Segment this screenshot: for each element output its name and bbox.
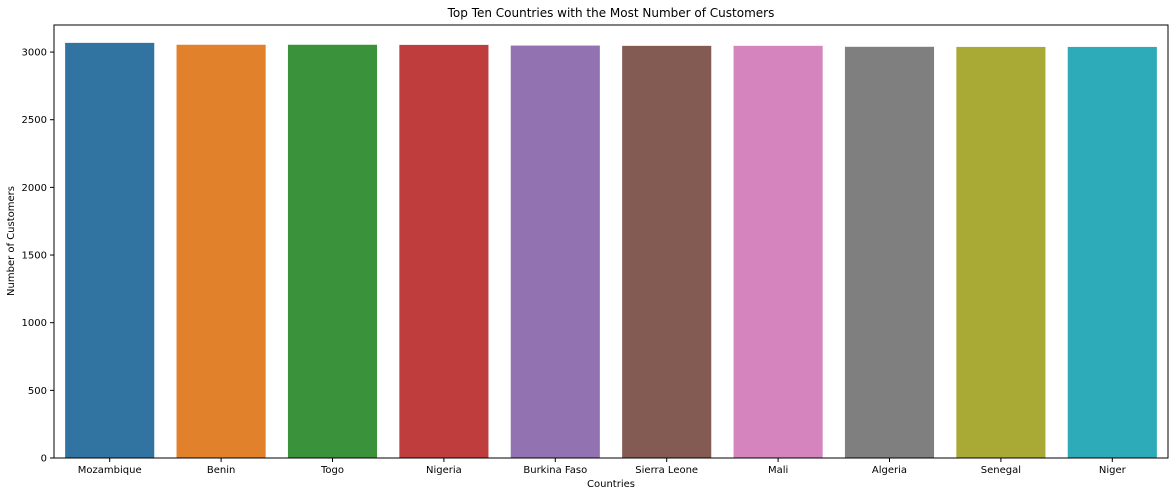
bar-mozambique [65,42,155,459]
x-axis-label: Countries [587,479,635,490]
plot-frame [53,24,1169,459]
x-tick-label: Nigeria [426,465,462,476]
y-tick-label: 3000 [22,48,47,59]
bar-nigeria [399,44,489,459]
bars-group [65,42,1157,459]
x-tick-label: Sierra Leone [635,465,698,476]
x-axis: Mozambique Benin Togo Nigeria Burkina Faso Si… [78,458,1127,476]
x-tick-label: Benin [207,465,235,476]
x-tick-label: Senegal [981,465,1021,476]
bar-algeria [844,46,935,459]
bar-senegal [956,46,1046,458]
x-tick-label: Algeria [872,465,907,476]
y-tick-label: 1000 [22,318,47,329]
x-tick-label: Mozambique [78,465,142,476]
y-axis-label: Number of Customers [6,186,17,296]
x-tick-label: Niger [1099,465,1127,476]
y-tick-label: 1500 [22,251,47,262]
bar-burkina-faso [510,45,600,458]
bar-mali [733,45,823,458]
x-tick-label: Togo [320,465,344,476]
y-tick-label: 0 [41,454,47,465]
x-tick-label: Mali [768,465,788,476]
y-tick-label: 500 [28,386,47,397]
y-tick-label: 2000 [22,183,47,194]
bar-niger [1067,46,1157,458]
x-tick-label: Burkina Faso [523,465,587,476]
bar-togo [287,44,378,459]
y-tick-label: 2500 [22,115,47,126]
bar-benin [176,44,266,459]
y-axis: 0 500 1000 1500 2000 2500 3000 [22,48,54,465]
chart-title: Top Ten Countries with the Most Number o… [447,6,775,20]
bar-sierra-leone [622,45,712,458]
